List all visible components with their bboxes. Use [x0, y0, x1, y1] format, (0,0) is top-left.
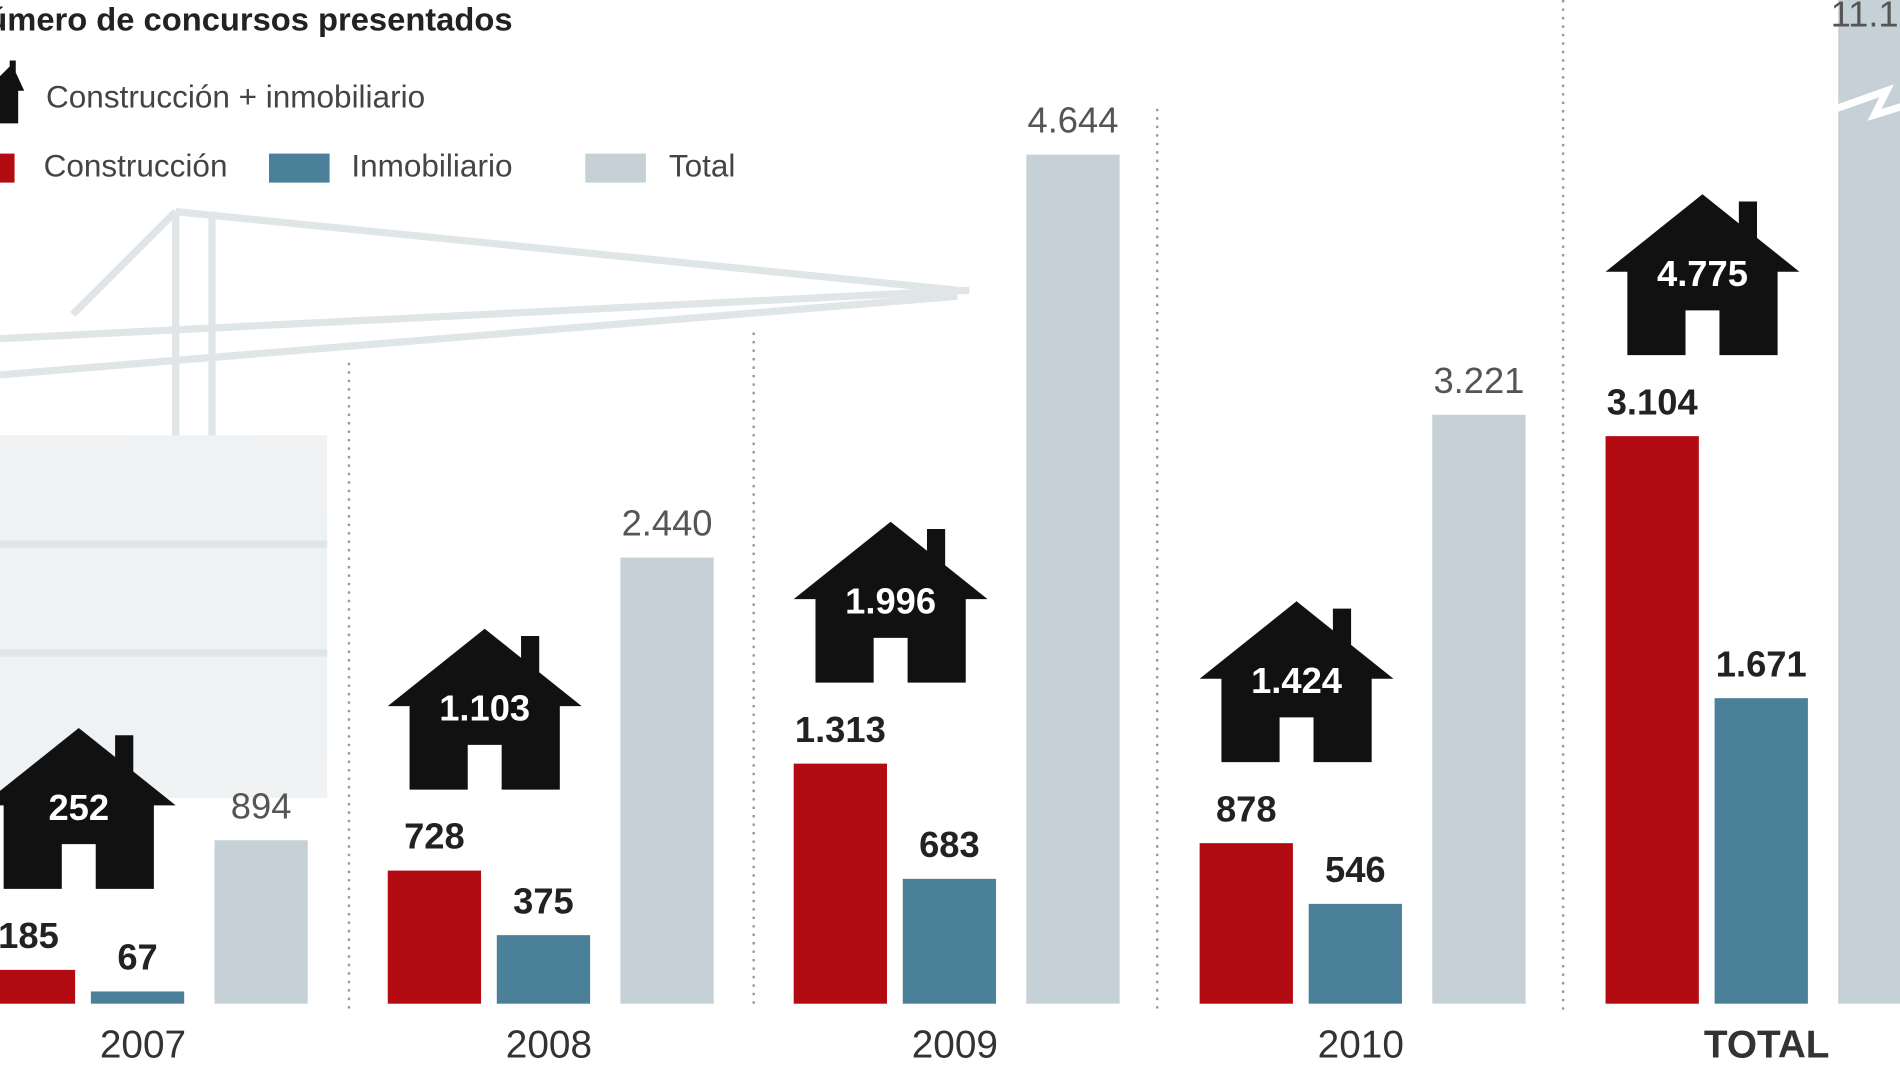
house-label: 252	[48, 787, 109, 828]
value-label: 546	[1325, 849, 1386, 890]
bar	[214, 840, 308, 1004]
bar	[793, 763, 887, 1004]
value-label: 3.104	[1607, 381, 1698, 422]
legend-label: Construcción + inmobiliario	[46, 79, 425, 114]
x-tick-label: 2007	[100, 1023, 186, 1066]
value-label: 4.644	[1028, 100, 1119, 141]
bar	[1838, 0, 1900, 1004]
bar	[0, 969, 76, 1004]
house-label: 1.996	[845, 581, 936, 622]
x-tick-label: TOTAL	[1704, 1023, 1830, 1066]
x-tick-label: 2008	[506, 1023, 592, 1066]
legend-label: Inmobiliario	[351, 148, 512, 183]
house-label: 4.775	[1657, 253, 1748, 294]
value-label: 683	[919, 824, 980, 865]
value-label: 375	[513, 880, 574, 921]
house	[793, 521, 988, 683]
bar	[496, 935, 591, 1004]
value-label: 3.221	[1433, 360, 1524, 401]
house	[1199, 601, 1394, 763]
value-label: 1.313	[795, 709, 886, 750]
bar	[1308, 903, 1402, 1004]
value-label: 1.671	[1716, 643, 1807, 684]
value-label: 878	[1216, 788, 1277, 829]
value-label: 2.440	[622, 503, 713, 544]
house	[1605, 194, 1800, 356]
bar	[1714, 698, 1808, 1004]
bar	[90, 991, 185, 1004]
value-label: 67	[117, 937, 157, 978]
crane-background	[0, 208, 970, 799]
value-label: 185	[0, 915, 59, 956]
legend-swatch	[0, 153, 15, 183]
bar	[1026, 154, 1120, 1004]
axis-break	[1834, 84, 1900, 121]
house	[387, 628, 582, 790]
x-tick-label: 2010	[1318, 1023, 1404, 1066]
legend-swatch	[269, 153, 330, 183]
chart-title: Número de concursos presentados	[0, 0, 513, 37]
value-label: 11.199	[1831, 0, 1900, 35]
value-label: 728	[404, 816, 465, 857]
bar	[620, 557, 714, 1004]
legend-swatch	[0, 60, 25, 124]
house	[0, 728, 176, 889]
bar	[1605, 436, 1699, 1004]
legend-label: Construcción	[44, 148, 228, 183]
bar	[902, 878, 997, 1004]
legend-label: Total	[669, 148, 736, 183]
bar	[1199, 843, 1293, 1004]
x-tick-label: 2009	[912, 1023, 998, 1066]
bar	[1432, 414, 1526, 1004]
bar	[387, 870, 482, 1004]
house-label: 1.424	[1251, 660, 1342, 701]
legend-swatch	[585, 153, 646, 183]
house-label: 1.103	[439, 688, 530, 729]
value-label: 894	[231, 785, 292, 826]
